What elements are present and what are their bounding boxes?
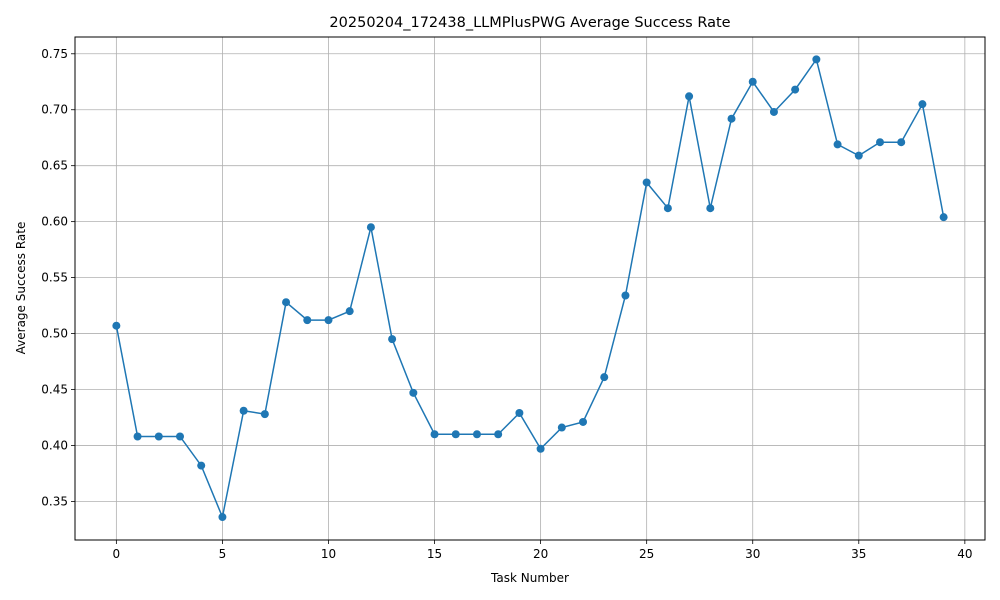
data-point [663,204,672,213]
data-point [260,410,269,419]
x-tick-label: 0 [113,547,121,561]
data-point [748,77,757,86]
data-point [197,461,206,470]
data-points [112,55,948,522]
grid-lines [75,37,985,540]
y-axis-ticks: 0.35 0.40 0.45 0.50 0.55 0.60 0.65 0.70 0.75 [41,47,75,508]
data-point [472,430,481,439]
data-point [515,408,524,417]
data-point [600,373,609,382]
data-point [133,432,142,441]
data-point [388,335,397,344]
y-tick-label: 0.70 [41,103,68,117]
y-tick-label: 0.50 [41,327,68,341]
y-tick-label: 0.65 [41,159,68,173]
data-point [706,204,715,213]
data-point [897,138,906,147]
x-tick-label: 15 [427,547,442,561]
x-tick-label: 40 [957,547,972,561]
data-point [876,138,884,147]
data-point [642,178,651,187]
y-tick-label: 0.60 [41,215,68,229]
data-point [239,406,248,415]
x-axis-ticks: 0 5 10 15 20 25 30 35 40 [113,540,972,561]
data-point [791,85,800,94]
x-tick-label: 35 [851,547,866,561]
data-point [494,430,503,439]
data-point [430,430,439,439]
data-point [282,298,291,307]
data-point [112,321,121,330]
x-tick-label: 5 [219,547,227,561]
y-tick-label: 0.55 [41,271,68,285]
data-point [154,432,163,441]
x-axis-label: Task Number [490,571,569,585]
y-axis-label: Average Success Rate [14,222,28,355]
x-tick-label: 20 [533,547,548,561]
data-point [536,444,545,453]
x-tick-label: 25 [639,547,654,561]
chart-title: 20250204_172438_LLMPlusPWG Average Succe… [329,15,730,31]
data-point [324,316,333,325]
data-point [303,316,312,325]
data-point [769,107,778,116]
data-point [218,513,227,522]
plot-frame [74,36,986,541]
y-tick-label: 0.75 [41,47,68,61]
data-point [176,432,184,441]
x-tick-label: 10 [321,547,336,561]
data-point [854,151,863,160]
y-tick-label: 0.45 [41,382,68,396]
data-point [685,92,694,101]
data-point [557,423,566,432]
data-point [451,430,460,439]
data-point [409,388,418,397]
series-line [115,57,945,520]
data-point [812,55,821,64]
y-tick-label: 0.40 [41,438,68,452]
data-point [727,114,736,123]
data-point [939,213,948,222]
data-point [833,140,842,149]
x-tick-label: 30 [745,547,760,561]
data-point [918,100,927,109]
data-point [366,223,375,232]
y-tick-label: 0.35 [41,494,68,508]
data-point [621,291,630,300]
data-point [579,417,588,426]
data-point [345,307,354,316]
